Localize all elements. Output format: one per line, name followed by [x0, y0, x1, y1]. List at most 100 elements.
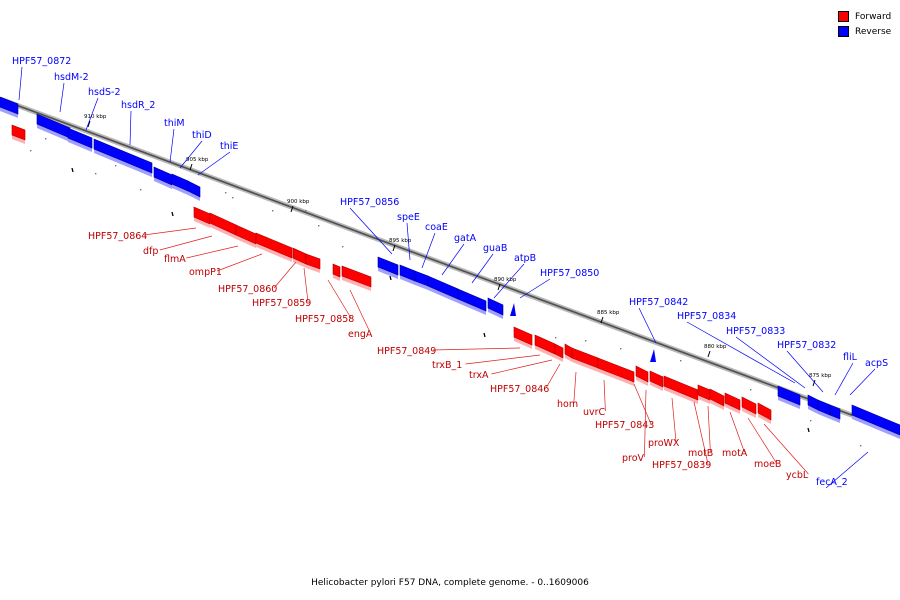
reverse-gene: [67, 127, 93, 149]
scale-dot: [750, 389, 752, 391]
forward-gene-label-enga: engA: [348, 329, 373, 340]
gene-shadow: [742, 407, 756, 418]
forward-gene-label-prov: proV: [622, 453, 645, 464]
forward-gene: [341, 265, 372, 288]
forward-gene-leader: [465, 354, 541, 365]
forward-gene: [11, 124, 26, 141]
forward-gene-label-hpf57-0849: HPF57_0849: [377, 346, 436, 357]
gene-shadow: [188, 191, 200, 201]
forward-gene-label-trxa: trxA: [469, 370, 489, 381]
scale-label-tick: [600, 316, 604, 324]
scale-label: 910 kbp: [84, 114, 107, 120]
reverse-swatch: [838, 26, 849, 37]
scale-dot: [115, 165, 117, 167]
gene-shadow: [710, 399, 724, 410]
reverse-gene-label-hpf57-0842: HPF57_0842: [629, 297, 688, 308]
scale-label: 885 kbp: [597, 310, 620, 316]
reverse-gene: [487, 297, 504, 316]
reverse-gene-label-thid: thiD: [192, 130, 212, 141]
forward-gene: [757, 402, 772, 421]
reverse-gene-leader: [406, 222, 411, 261]
forward-gene-leader: [303, 267, 309, 303]
forward-gene-label-hpf57-0864: HPF57_0864: [88, 231, 147, 242]
forward-gene-leader: [633, 383, 652, 425]
forward-gene-label-moeb: moeB: [754, 459, 781, 470]
reverse-gene-label-hpf57-0833: HPF57_0833: [726, 326, 785, 337]
forward-gene-label-trxb-1: trxB_1: [432, 360, 462, 371]
reverse-gene-label-hsdr-2: hsdR_2: [121, 100, 155, 111]
reverse-gene-label-feca-2: fecA_2: [816, 477, 848, 488]
gene-shadow: [333, 274, 340, 281]
scale-dot: [305, 210, 307, 212]
scale-dot: [555, 337, 557, 339]
reverse-gene-label-gata: gatA: [454, 233, 477, 244]
scale-tick: [171, 211, 174, 217]
forward-gene: [597, 357, 635, 383]
scale-label-tick: [497, 283, 501, 291]
scale-dot: [585, 340, 587, 342]
scale-label: 905 kbp: [186, 157, 209, 163]
scale-dot: [860, 445, 862, 447]
reverse-gene-leader: [169, 128, 175, 163]
scale-tick: [483, 332, 486, 338]
gene-shadow: [565, 354, 572, 362]
gene-shadow: [37, 124, 70, 142]
scale-dot: [30, 150, 32, 152]
forward-gene-label-ycbl: ycbL: [786, 470, 809, 481]
reverse-gene-label-hsds-2: hsdS-2: [88, 87, 121, 98]
reverse-gene-label-hpf57-0834: HPF57_0834: [677, 311, 736, 322]
reverse-gene-leader: [825, 451, 869, 489]
forward-gene-leader: [159, 235, 213, 251]
forward-gene: [513, 326, 533, 346]
reverse-gene-leader: [471, 253, 494, 284]
gene-shadow: [94, 149, 152, 177]
gene-shadow: [428, 286, 458, 303]
gene-shadow: [698, 395, 710, 404]
forward-gene-leader: [644, 389, 647, 458]
scale-label: 890 kbp: [494, 277, 517, 283]
reverse-gene-leader: [441, 243, 465, 276]
scale-dot: [225, 192, 227, 194]
reverse-gene-leader: [85, 97, 99, 131]
gene-shadow: [0, 107, 18, 118]
forward-gene-label-hpf57-0858: HPF57_0858: [295, 314, 354, 325]
scale-dot: [810, 420, 812, 422]
gene-shadow: [808, 405, 818, 414]
gene-shadow: [650, 381, 663, 391]
forward-gene-label-motb: motB: [688, 448, 713, 459]
scale-dot: [95, 173, 97, 175]
reverse-gene: [457, 288, 487, 312]
gene-shadow: [210, 223, 236, 239]
scale-label-tick: [812, 379, 816, 387]
forward-gene-label-hpf57-0843: HPF57_0843: [595, 420, 654, 431]
reverse-gene-label-spee: speE: [397, 212, 420, 223]
legend-forward-label: Forward: [855, 11, 892, 22]
reverse-gene: [0, 96, 19, 115]
reverse-gene-label-thie: thiE: [220, 141, 238, 152]
reverse-gene-leader: [786, 350, 824, 393]
reverse-gene-leader: [349, 207, 393, 255]
gene-shadow: [68, 138, 92, 152]
reverse-gene-leader: [197, 151, 231, 176]
reverse-gene-label-hpf57-0850: HPF57_0850: [540, 268, 599, 279]
forward-gene-label-hpf57-0859: HPF57_0859: [252, 298, 311, 309]
scale-label-tick: [392, 244, 396, 252]
forward-gene-leader: [573, 371, 577, 404]
forward-gene-label-flma: flmA: [164, 254, 186, 265]
reverse-gene: [829, 404, 841, 420]
forward-gene-label-uvrc: uvrC: [583, 407, 606, 418]
forward-gene-label-dfp: dfp: [143, 246, 158, 257]
scale-tick: [71, 167, 74, 173]
legend: Forward Reverse: [838, 9, 891, 39]
scale-label: 875 kbp: [809, 373, 832, 379]
reverse-gene-label-atpb: atpB: [514, 253, 536, 264]
reverse-gene-leader: [849, 368, 876, 396]
reverse-gene-leader: [493, 263, 525, 299]
scale-label-tick: [87, 120, 91, 128]
reverse-gene: [93, 138, 153, 174]
scale-dot: [140, 189, 142, 191]
forward-gene-leader: [349, 289, 371, 334]
forward-gene: [554, 343, 564, 359]
gene-shadow: [572, 358, 598, 372]
